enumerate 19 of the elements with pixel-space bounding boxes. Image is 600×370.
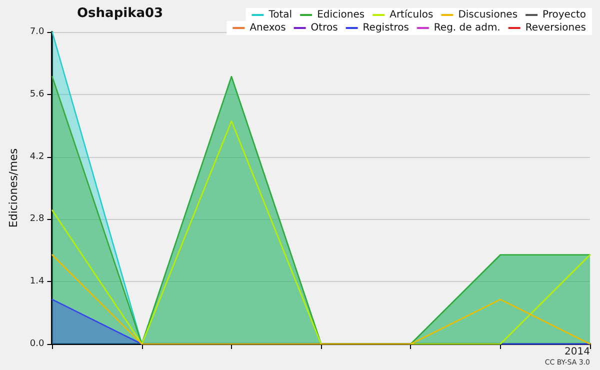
legend-label: Anexos [250, 22, 286, 34]
y-tick-label: 0.0 [30, 339, 44, 349]
chart-title: Oshapika03 [77, 6, 164, 21]
legend-label: Reg. de adm. [434, 22, 500, 34]
legend-label: Reversiones [525, 22, 586, 34]
x-tick-label: 2014 [564, 346, 590, 358]
y-tick-label: 1.4 [30, 276, 44, 287]
legend-label: Registros [362, 22, 409, 34]
y-tick-label: 7.0 [30, 27, 44, 37]
y-tick-label: 4.2 [30, 152, 44, 162]
legend-label: Otros [310, 22, 338, 34]
legend-label: Artículos [390, 10, 434, 20]
y-tick-label: 5.6 [30, 89, 44, 100]
legend-label: Total [268, 10, 292, 20]
y-axis-title: Ediciones/mes [7, 148, 20, 228]
legend-label: Ediciones [317, 10, 365, 20]
legend-label: Discusiones [458, 10, 518, 20]
legend-label: Proyecto [542, 10, 586, 20]
y-tick-label: 2.8 [30, 214, 44, 224]
